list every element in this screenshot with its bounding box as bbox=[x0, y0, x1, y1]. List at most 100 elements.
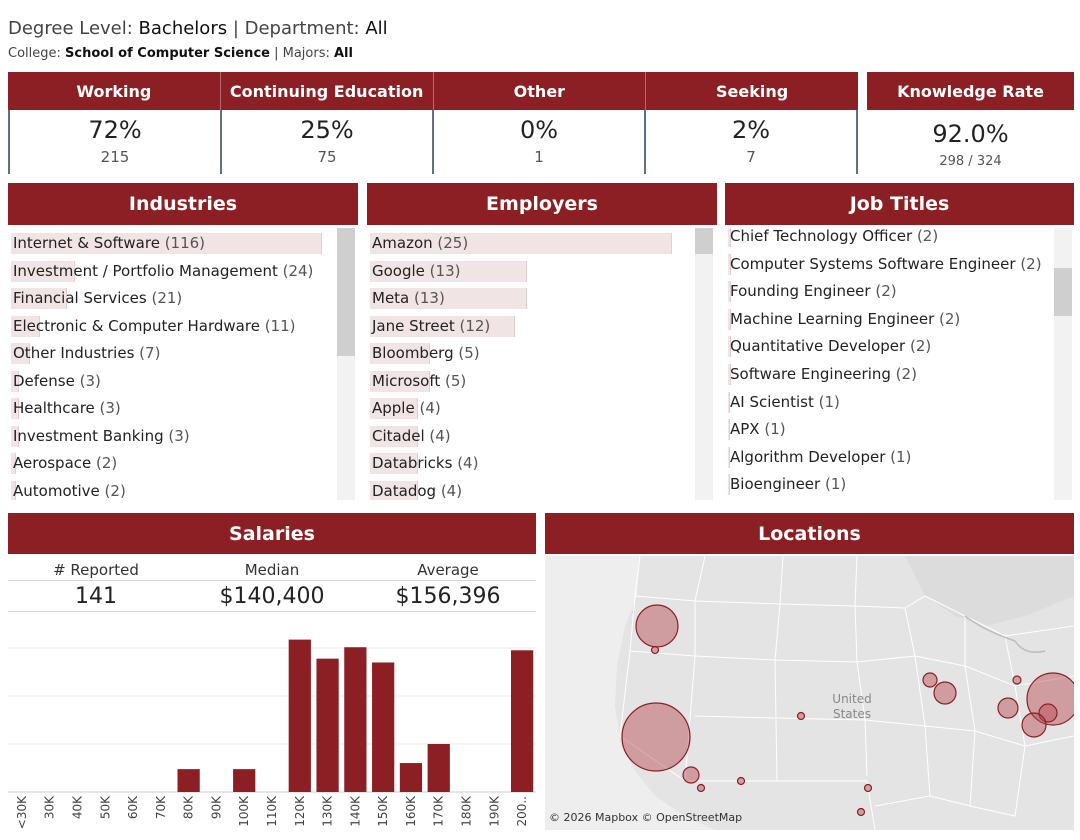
industry-list-item[interactable]: Electronic & Computer Hardware (11) bbox=[11, 314, 296, 338]
job-title-list-item[interactable]: Bioengineer (1) bbox=[728, 472, 846, 496]
industries-list[interactable]: Internet & Software (116) Investment / Po… bbox=[8, 228, 358, 500]
college-value: School of Computer Science bbox=[65, 46, 270, 61]
average-label: Average bbox=[417, 561, 479, 579]
map-attribution[interactable]: © 2026 Mapbox © OpenStreetMap bbox=[549, 811, 743, 824]
us-map-graphic bbox=[545, 556, 1074, 830]
bubble-pittsburgh bbox=[997, 697, 1019, 719]
employers-scrollbar[interactable] bbox=[695, 228, 713, 500]
job-title-list-item[interactable]: Computer Systems Software Engineer (2) bbox=[728, 252, 1042, 276]
outcome-other[interactable]: 0% 1 bbox=[432, 110, 644, 174]
job-title-list-item[interactable]: AI Scientist (1) bbox=[728, 390, 840, 414]
job-title-list-item[interactable]: APX (1) bbox=[728, 417, 786, 441]
salary-bar[interactable] bbox=[427, 744, 450, 792]
employer-list-item[interactable]: Meta (13) bbox=[370, 286, 527, 310]
bubble-detroit bbox=[1012, 675, 1022, 685]
job-titles-list[interactable]: Chief Technology Officer (2) Computer Sys… bbox=[725, 228, 1074, 500]
salary-bar[interactable] bbox=[288, 639, 311, 792]
salary-bar[interactable] bbox=[372, 662, 395, 792]
industry-list-item[interactable]: Financial Services (21) bbox=[11, 286, 182, 310]
salary-histogram: <30K 30K 40K 50K 60K 70K 80K 90K 100K 110K 120K 130… bbox=[8, 639, 536, 829]
industry-item-label: Other Industries (7) bbox=[11, 344, 160, 362]
outcome-continuing-education[interactable]: 25% 75 bbox=[220, 110, 432, 174]
employers-list[interactable]: Amazon (25) Google (13) Meta (13) Jane Stre… bbox=[367, 228, 717, 500]
employer-item-name: Apple bbox=[372, 399, 420, 417]
bubble-chicago bbox=[933, 681, 957, 705]
outcome-working[interactable]: 72% 215 bbox=[8, 110, 220, 174]
employer-list-item[interactable]: Bloomberg (5) bbox=[370, 341, 480, 365]
salary-bar[interactable] bbox=[316, 658, 339, 792]
industry-list-item[interactable]: Internet & Software (116) bbox=[11, 231, 322, 255]
salary-bar[interactable] bbox=[399, 763, 423, 792]
job-title-bar-fill bbox=[728, 364, 731, 385]
college-summary-line: College: School of Computer Science | Ma… bbox=[8, 46, 353, 61]
majors-value: All bbox=[334, 46, 353, 61]
employer-list-item[interactable]: Databricks (4) bbox=[370, 451, 478, 475]
outcome-seeking[interactable]: 2% 7 bbox=[644, 110, 858, 174]
industries-scrollbar[interactable] bbox=[337, 228, 355, 500]
job-title-item-label: Computer Systems Software Engineer (2) bbox=[728, 255, 1042, 273]
job-title-item-count: (1) bbox=[818, 392, 840, 411]
outcome-header-working[interactable]: Working bbox=[8, 72, 221, 110]
college-label: College: bbox=[8, 46, 66, 61]
outcome-header-continuing-education[interactable]: Continuing Education bbox=[220, 72, 434, 110]
employer-list-item[interactable]: Datadog (4) bbox=[370, 479, 463, 500]
employer-bar-fill bbox=[370, 425, 418, 447]
job-title-bar-fill bbox=[728, 419, 730, 441]
employer-list-item[interactable]: Jane Street (12) bbox=[370, 314, 515, 338]
salary-bar[interactable] bbox=[233, 769, 256, 792]
employer-item-count: (13) bbox=[429, 261, 461, 280]
industry-item-count: (7) bbox=[139, 344, 161, 362]
job-title-item-name: APX bbox=[730, 420, 765, 439]
industry-item-count: (116) bbox=[164, 234, 206, 252]
job-title-list-item[interactable]: Chief Technology Officer (2) bbox=[728, 228, 938, 248]
degree-level-label: Degree Level: bbox=[8, 18, 139, 39]
industry-item-name: Healthcare bbox=[13, 399, 100, 417]
industry-bar-fill bbox=[11, 233, 322, 254]
job-title-list-item[interactable]: Software Engineering (2) bbox=[728, 362, 917, 386]
employer-item-name: Bloomberg bbox=[372, 344, 459, 362]
industry-item-count: (2) bbox=[96, 454, 118, 472]
bubble-houston bbox=[856, 807, 866, 817]
outcome-values: 72% 215 25% 75 0% 1 2% 7 bbox=[8, 110, 858, 174]
industries-scroll-thumb[interactable] bbox=[337, 228, 355, 356]
employer-list-item[interactable]: Microsoft (5) bbox=[370, 369, 466, 393]
job-title-item-name: Chief Technology Officer bbox=[730, 228, 917, 245]
industry-bar-fill bbox=[11, 398, 19, 419]
job-title-item-count: (2) bbox=[895, 365, 917, 383]
industry-list-item[interactable]: Healthcare (3) bbox=[11, 396, 121, 420]
location-bubbles[interactable] bbox=[621, 604, 1074, 817]
salary-bar[interactable] bbox=[510, 650, 534, 792]
job-title-list-item[interactable]: Machine Learning Engineer (2) bbox=[728, 307, 960, 331]
employer-list-item[interactable]: Google (13) bbox=[370, 259, 527, 283]
x-tick-label: 60K bbox=[126, 795, 140, 819]
employers-scroll-thumb[interactable] bbox=[695, 228, 713, 254]
industry-list-item[interactable]: Aerospace (2) bbox=[11, 451, 117, 475]
industry-list-item[interactable]: Automotive (2) bbox=[11, 479, 126, 500]
employer-item-name: Meta bbox=[372, 289, 415, 307]
job-title-item-name: AI Scientist bbox=[730, 392, 819, 411]
job-title-list-item[interactable]: Algorithm Developer (1) bbox=[728, 445, 911, 469]
job-titles-scrollbar[interactable] bbox=[1054, 228, 1072, 500]
job-title-item-label: Software Engineering (2) bbox=[728, 365, 917, 383]
x-tick-label: 30K bbox=[43, 795, 57, 819]
outcome-header-seeking[interactable]: Seeking bbox=[646, 72, 858, 110]
employer-bar-fill bbox=[370, 453, 418, 474]
locations-map[interactable] bbox=[545, 556, 1074, 830]
industry-item-name: Internet & Software bbox=[13, 234, 165, 252]
job-title-list-item[interactable]: Quantitative Developer (2) bbox=[728, 334, 931, 358]
job-title-list-item[interactable]: Founding Engineer (2) bbox=[728, 279, 897, 303]
employer-list-item[interactable]: Apple (4) bbox=[370, 396, 441, 420]
job-title-item-label: Algorithm Developer (1) bbox=[728, 448, 911, 466]
outcome-percent: 72% bbox=[88, 116, 142, 144]
industry-list-item[interactable]: Defense (3) bbox=[11, 369, 101, 393]
job-titles-scroll-thumb[interactable] bbox=[1054, 268, 1072, 316]
employer-list-item[interactable]: Amazon (25) bbox=[370, 231, 672, 255]
employer-item-count: (4) bbox=[440, 481, 463, 500]
salary-bar[interactable] bbox=[177, 769, 200, 792]
industry-list-item[interactable]: Investment / Portfolio Management (24) bbox=[11, 259, 313, 283]
employer-list-item[interactable]: Citadel (4) bbox=[370, 424, 451, 448]
outcome-header-other[interactable]: Other bbox=[433, 72, 647, 110]
industry-list-item[interactable]: Other Industries (7) bbox=[11, 341, 160, 365]
salary-bar[interactable] bbox=[344, 647, 367, 792]
industry-list-item[interactable]: Investment Banking (3) bbox=[11, 424, 190, 448]
